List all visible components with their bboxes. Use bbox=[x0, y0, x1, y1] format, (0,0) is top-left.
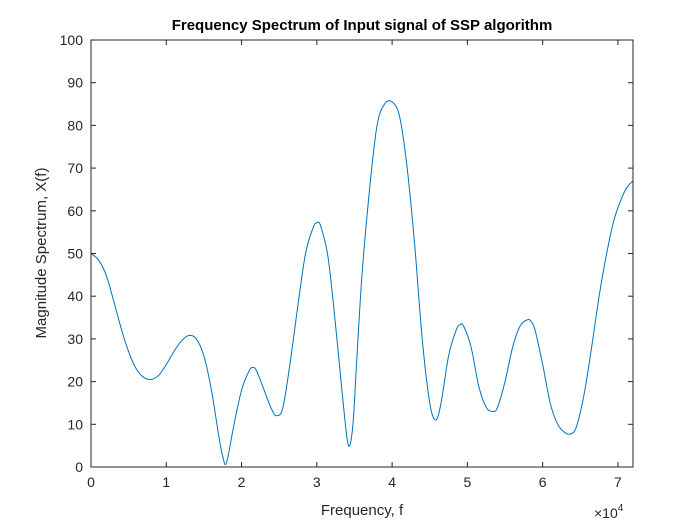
chart-title: Frequency Spectrum of Input signal of SS… bbox=[172, 17, 553, 34]
y-tick-label: 0 bbox=[75, 459, 83, 475]
y-tick-label: 10 bbox=[67, 416, 83, 432]
x-tick-label: 1 bbox=[162, 474, 170, 490]
x-tick-label: 3 bbox=[313, 474, 321, 490]
axes-frame bbox=[90, 39, 634, 468]
y-tick-label: 20 bbox=[67, 374, 83, 390]
y-tick-label: 90 bbox=[67, 75, 83, 91]
y-tick-label: 80 bbox=[67, 117, 83, 133]
y-tick-label: 60 bbox=[67, 203, 83, 219]
y-axis-label: Magnitude Spectrum, X(f) bbox=[33, 168, 50, 339]
y-tick-label: 40 bbox=[67, 288, 83, 304]
x-tick-label: 2 bbox=[238, 474, 246, 490]
x-axis-label: Frequency, f bbox=[321, 502, 404, 519]
plot-area bbox=[91, 40, 633, 467]
x-axis-exponent: ×104 bbox=[594, 503, 624, 521]
x-tick-label: 7 bbox=[614, 474, 622, 490]
y-tick-label: 30 bbox=[67, 331, 83, 347]
y-tick-label: 100 bbox=[60, 32, 84, 48]
x-tick-label: 0 bbox=[87, 474, 95, 490]
x-tick-label: 6 bbox=[539, 474, 547, 490]
x-axis-exponent-power: 4 bbox=[618, 503, 624, 514]
series-line bbox=[90, 100, 634, 466]
x-tick-label: 4 bbox=[388, 474, 396, 490]
y-tick-label: 70 bbox=[67, 160, 83, 176]
x-tick-label: 5 bbox=[463, 474, 471, 490]
y-tick-label: 50 bbox=[67, 246, 83, 262]
x-axis-exponent-base: ×10 bbox=[594, 505, 618, 521]
tick-group bbox=[90, 39, 633, 468]
